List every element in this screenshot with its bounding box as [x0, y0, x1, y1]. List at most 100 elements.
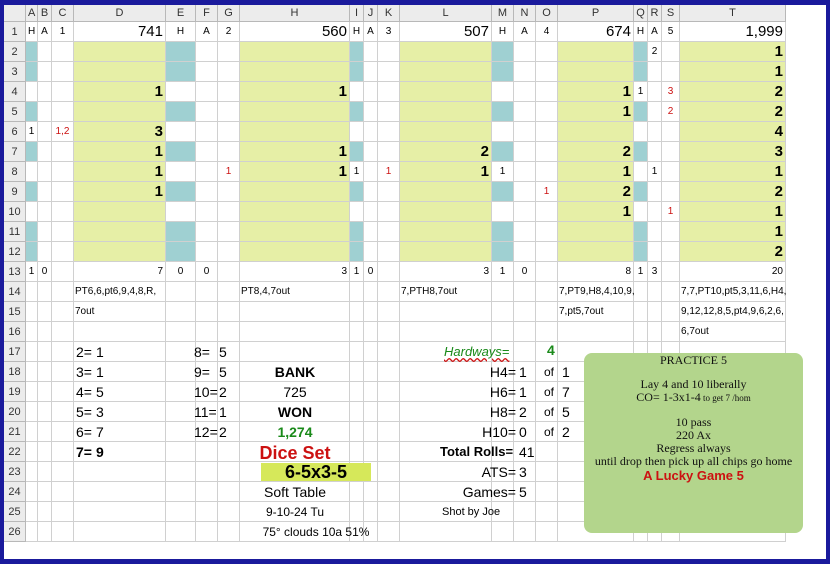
- cell-b16[interactable]: [38, 322, 52, 342]
- cell-e26[interactable]: [166, 522, 196, 542]
- cell-h5[interactable]: [240, 102, 350, 122]
- cell-q9[interactable]: [634, 182, 648, 202]
- cell-q4[interactable]: 1: [634, 82, 648, 102]
- cell-o20[interactable]: [536, 402, 558, 422]
- cell-s14[interactable]: [662, 282, 680, 302]
- cell-g25[interactable]: [218, 502, 240, 522]
- cell-k24[interactable]: [378, 482, 400, 502]
- cell-m20[interactable]: [492, 402, 514, 422]
- cell-t16[interactable]: [680, 322, 786, 342]
- cell-r8[interactable]: 1: [648, 162, 662, 182]
- cell-k18[interactable]: [378, 362, 400, 382]
- cell-h26[interactable]: [240, 522, 350, 542]
- cell-i25[interactable]: [350, 502, 364, 522]
- cell-a20[interactable]: [26, 402, 38, 422]
- cell-n8[interactable]: [514, 162, 536, 182]
- cell-k25[interactable]: [378, 502, 400, 522]
- cell-r14[interactable]: [648, 282, 662, 302]
- cell-b10[interactable]: [38, 202, 52, 222]
- cell-l13[interactable]: 3: [400, 262, 492, 282]
- cell-d20[interactable]: [74, 402, 166, 422]
- cell-m11[interactable]: [492, 222, 514, 242]
- cell-n17[interactable]: [514, 342, 536, 362]
- cell-d15[interactable]: [74, 302, 166, 322]
- cell-g24[interactable]: [218, 482, 240, 502]
- cell-j26[interactable]: [364, 522, 378, 542]
- cell-b13[interactable]: 0: [38, 262, 52, 282]
- cell-c11[interactable]: [52, 222, 74, 242]
- cell-i3[interactable]: [350, 62, 364, 82]
- cell-a16[interactable]: [26, 322, 38, 342]
- cell-h18[interactable]: [240, 362, 350, 382]
- cell-a7[interactable]: [26, 142, 38, 162]
- cell-e21[interactable]: [166, 422, 196, 442]
- cell-i17[interactable]: [350, 342, 364, 362]
- cell-f9[interactable]: [196, 182, 218, 202]
- column-header-d[interactable]: D: [74, 5, 166, 22]
- cell-b1[interactable]: A: [38, 22, 52, 42]
- row-header-21[interactable]: 21: [4, 422, 26, 442]
- cell-r2[interactable]: 2: [648, 42, 662, 62]
- cell-o8[interactable]: [536, 162, 558, 182]
- cell-t13[interactable]: 20: [680, 262, 786, 282]
- cell-n19[interactable]: [514, 382, 536, 402]
- cell-i15[interactable]: [350, 302, 364, 322]
- cell-e13[interactable]: 0: [166, 262, 196, 282]
- row-header-17[interactable]: 17: [4, 342, 26, 362]
- cell-c21[interactable]: [52, 422, 74, 442]
- cell-k9[interactable]: [378, 182, 400, 202]
- column-header-i[interactable]: I: [350, 5, 364, 22]
- cell-d2[interactable]: [74, 42, 166, 62]
- row-header-9[interactable]: 9: [4, 182, 26, 202]
- cell-g13[interactable]: [218, 262, 240, 282]
- cell-g1[interactable]: 2: [218, 22, 240, 42]
- cell-h2[interactable]: [240, 42, 350, 62]
- cell-c1[interactable]: 1: [52, 22, 74, 42]
- cell-f5[interactable]: [196, 102, 218, 122]
- cell-g5[interactable]: [218, 102, 240, 122]
- cell-f1[interactable]: A: [196, 22, 218, 42]
- cell-i19[interactable]: [350, 382, 364, 402]
- cell-l3[interactable]: [400, 62, 492, 82]
- cell-b19[interactable]: [38, 382, 52, 402]
- cell-g4[interactable]: [218, 82, 240, 102]
- cell-t8[interactable]: 1: [680, 162, 786, 182]
- cell-h15[interactable]: [240, 302, 350, 322]
- cell-r3[interactable]: [648, 62, 662, 82]
- cell-t3[interactable]: 1: [680, 62, 786, 82]
- cell-k16[interactable]: [378, 322, 400, 342]
- cell-e2[interactable]: [166, 42, 196, 62]
- cell-c16[interactable]: [52, 322, 74, 342]
- cell-c23[interactable]: [52, 462, 74, 482]
- cell-m4[interactable]: [492, 82, 514, 102]
- cell-s15[interactable]: [662, 302, 680, 322]
- cell-r1[interactable]: A: [648, 22, 662, 42]
- cell-r11[interactable]: [648, 222, 662, 242]
- cell-j15[interactable]: [364, 302, 378, 322]
- cell-b17[interactable]: [38, 342, 52, 362]
- cell-c24[interactable]: [52, 482, 74, 502]
- cell-m25[interactable]: [492, 502, 514, 522]
- cell-j14[interactable]: [364, 282, 378, 302]
- cell-o15[interactable]: [536, 302, 558, 322]
- cell-n15[interactable]: [514, 302, 536, 322]
- cell-m26[interactable]: [492, 522, 514, 542]
- cell-h1[interactable]: 560: [240, 22, 350, 42]
- cell-p5[interactable]: 1: [558, 102, 634, 122]
- cell-d7[interactable]: 1: [74, 142, 166, 162]
- cell-i21[interactable]: [350, 422, 364, 442]
- cell-q1[interactable]: H: [634, 22, 648, 42]
- cell-i14[interactable]: [350, 282, 364, 302]
- cell-s4[interactable]: 3: [662, 82, 680, 102]
- cell-s7[interactable]: [662, 142, 680, 162]
- cell-a23[interactable]: [26, 462, 38, 482]
- cell-i4[interactable]: [350, 82, 364, 102]
- cell-k1[interactable]: 3: [378, 22, 400, 42]
- cell-f11[interactable]: [196, 222, 218, 242]
- cell-r16[interactable]: [648, 322, 662, 342]
- cell-j24[interactable]: [364, 482, 378, 502]
- cell-d14[interactable]: [74, 282, 166, 302]
- cell-k3[interactable]: [378, 62, 400, 82]
- cell-f19[interactable]: [196, 382, 218, 402]
- cell-b22[interactable]: [38, 442, 52, 462]
